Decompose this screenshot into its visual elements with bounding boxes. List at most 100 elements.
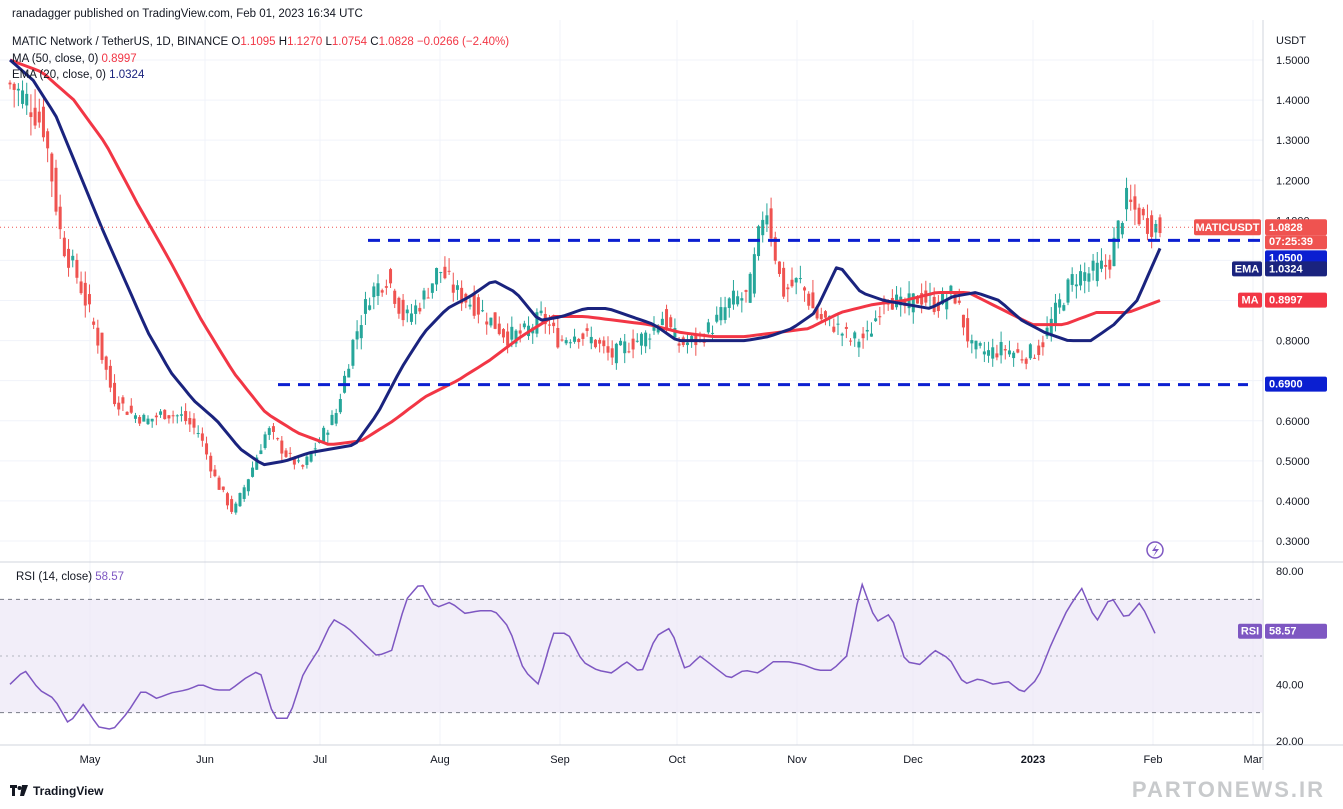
candle-body [29, 112, 33, 117]
ohlc-o-label: O [231, 36, 241, 48]
candle-body [468, 304, 472, 307]
symbol-name[interactable]: MATIC Network / TetherUS, 1D, BINANCE [12, 36, 229, 48]
rsi-value-tag: 58.57 [1269, 626, 1297, 638]
rsi-value-tag-bg [1265, 623, 1327, 639]
candle-body [598, 339, 602, 344]
candle-body [861, 333, 865, 339]
rsi-legend[interactable]: RSI (14, close) 58.57 [16, 571, 124, 583]
candle-body [184, 410, 188, 422]
candle-body [945, 299, 949, 310]
candle-body [669, 317, 673, 328]
candle-body [376, 283, 380, 296]
tradingview-logo[interactable]: TradingView [10, 784, 103, 798]
candle-body [627, 351, 631, 353]
candle-body [744, 290, 748, 292]
candle-body [614, 343, 618, 364]
candle-body [96, 327, 100, 346]
candle-body [489, 317, 493, 326]
candle-body [146, 418, 150, 425]
candle-body [104, 356, 108, 370]
candle-body [631, 338, 635, 350]
candle-body [585, 328, 589, 331]
candle-body [330, 414, 334, 425]
ema-name-tag: EMA [1235, 263, 1260, 275]
candle-body [786, 287, 790, 290]
candle-body [225, 493, 229, 506]
ema-value-tag-bg [1265, 261, 1327, 277]
candle-body [552, 322, 556, 327]
candle-body [1137, 207, 1141, 225]
candle-body [995, 353, 999, 358]
candle-body [309, 452, 313, 462]
time-axis[interactable]: May Jun Jul Aug Sep Oct Nov Dec 2023 Feb Mar [80, 754, 1263, 766]
candle-body [422, 290, 426, 300]
candle-body [748, 273, 752, 303]
candle-body [100, 332, 104, 360]
ema-value-tag: 1.0324 [1269, 263, 1304, 275]
candle-body [719, 307, 723, 321]
candle-body [117, 402, 121, 410]
candle-body [1074, 284, 1078, 287]
candle-body [16, 88, 20, 91]
candle-body [188, 418, 192, 425]
candle-body [1007, 350, 1011, 355]
candle-body [129, 405, 133, 413]
candle-body [652, 325, 656, 331]
candle-body [794, 278, 798, 283]
lightning-icon-ring [1146, 541, 1164, 559]
candle-body [1087, 273, 1091, 282]
candle-body [380, 290, 384, 293]
symbol-legend[interactable]: MATIC Network / TetherUS, 1D, BINANCE O 1… [12, 36, 509, 48]
candle-body [790, 279, 794, 287]
countdown-tag: 07:25:39 [1269, 236, 1313, 248]
candle-body [1104, 264, 1108, 267]
candle-body [280, 440, 284, 454]
candle-body [113, 382, 117, 405]
candle-body [1070, 274, 1074, 285]
candle-body [920, 293, 924, 305]
candle-body [1099, 260, 1103, 269]
candle-body [92, 321, 96, 325]
candle-body [1003, 349, 1007, 351]
candle-body [619, 340, 623, 346]
candle-body [213, 469, 217, 477]
candle-body [673, 328, 677, 338]
candle-body [171, 415, 175, 417]
candle-body [196, 433, 200, 435]
candle-body [1041, 342, 1045, 348]
candle-body [384, 286, 388, 288]
candle-body [334, 413, 338, 424]
candle-body [798, 278, 802, 280]
ma-legend[interactable]: MA (50, close, 0) 0.8997 [12, 53, 137, 65]
price-tags: MATICUSDT 1.0828 07:25:39 1.0500 EMA 1.0324 MA… [1146, 219, 1327, 639]
candle-body [966, 318, 970, 342]
candle-body [1024, 358, 1028, 364]
candle-body [857, 341, 861, 348]
candle-body [740, 298, 744, 301]
candle-body [522, 323, 526, 328]
watermark: PARTONEWS.IR [1131, 777, 1325, 802]
ohlc-low: 1.0754 [331, 36, 368, 48]
ohlc-h-label: H [278, 36, 288, 48]
candle-body [1033, 357, 1037, 359]
candle-body [409, 313, 413, 322]
candle-body [577, 338, 581, 343]
candle-body [12, 83, 16, 90]
candle-body [660, 318, 664, 326]
ema-legend[interactable]: EMA (20, close, 0) 1.0324 [12, 69, 144, 81]
candle-body [62, 237, 66, 257]
rsi-line [9, 581, 1156, 730]
candle-body [54, 167, 58, 212]
candle-body [238, 493, 242, 507]
candle-body [288, 452, 292, 454]
ma-name-tag: MA [1241, 295, 1258, 307]
candle-body [836, 323, 840, 325]
ohlc-high: 1.1270 [287, 36, 323, 48]
price-tick-label: 1.4000 [1276, 95, 1310, 107]
candle-body [911, 293, 915, 313]
candle-body [435, 267, 439, 285]
candle-body [727, 298, 731, 308]
candle-body [363, 299, 367, 314]
candle-body [1062, 305, 1066, 311]
price-tick-label: 0.5000 [1276, 456, 1310, 468]
